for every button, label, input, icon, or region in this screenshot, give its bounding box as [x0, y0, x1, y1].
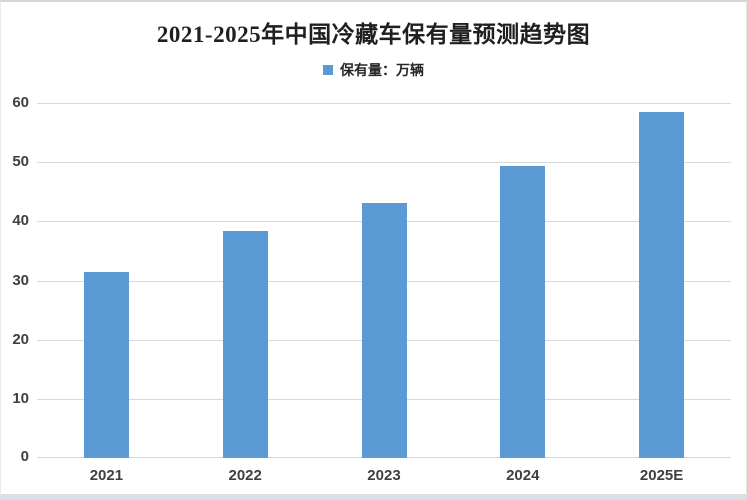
legend-swatch-icon [323, 65, 333, 75]
bar-2022 [222, 231, 268, 458]
x-tick-label-2023: 2023 [367, 467, 401, 484]
bar-2023 [361, 203, 407, 458]
legend-label: 保有量：万辆 [340, 64, 424, 79]
y-axis: 0 10 20 30 40 50 60 [1, 94, 29, 465]
plot-area [37, 103, 731, 458]
y-tick-label-20: 20 [12, 330, 29, 348]
y-tick-label-50: 50 [12, 153, 29, 171]
x-tick-label-2025E: 2025E [639, 467, 684, 484]
chart-title: 2021-2025年中国冷藏车保有量预测趋势图 [156, 22, 591, 47]
x-tick-label-2022: 2022 [228, 467, 262, 484]
x-tick-label-2024: 2024 [506, 467, 540, 484]
legend: 保有量：万辆 [1, 60, 746, 80]
gridline-60 [37, 103, 731, 104]
bar-2025E [639, 112, 685, 458]
y-tick-label-10: 10 [12, 389, 29, 407]
bar-2021 [83, 272, 129, 458]
x-tick-label-2021: 2021 [89, 467, 124, 484]
bar-2024 [500, 165, 546, 458]
gridline-50 [37, 162, 731, 164]
y-tick-label-40: 40 [12, 212, 29, 230]
x-axis: 2021 2022 2023 2024 2025E [37, 466, 731, 488]
y-tick-label-60: 60 [12, 94, 29, 111]
y-tick-label-0: 0 [20, 448, 29, 465]
y-tick-label-30: 30 [12, 271, 29, 289]
